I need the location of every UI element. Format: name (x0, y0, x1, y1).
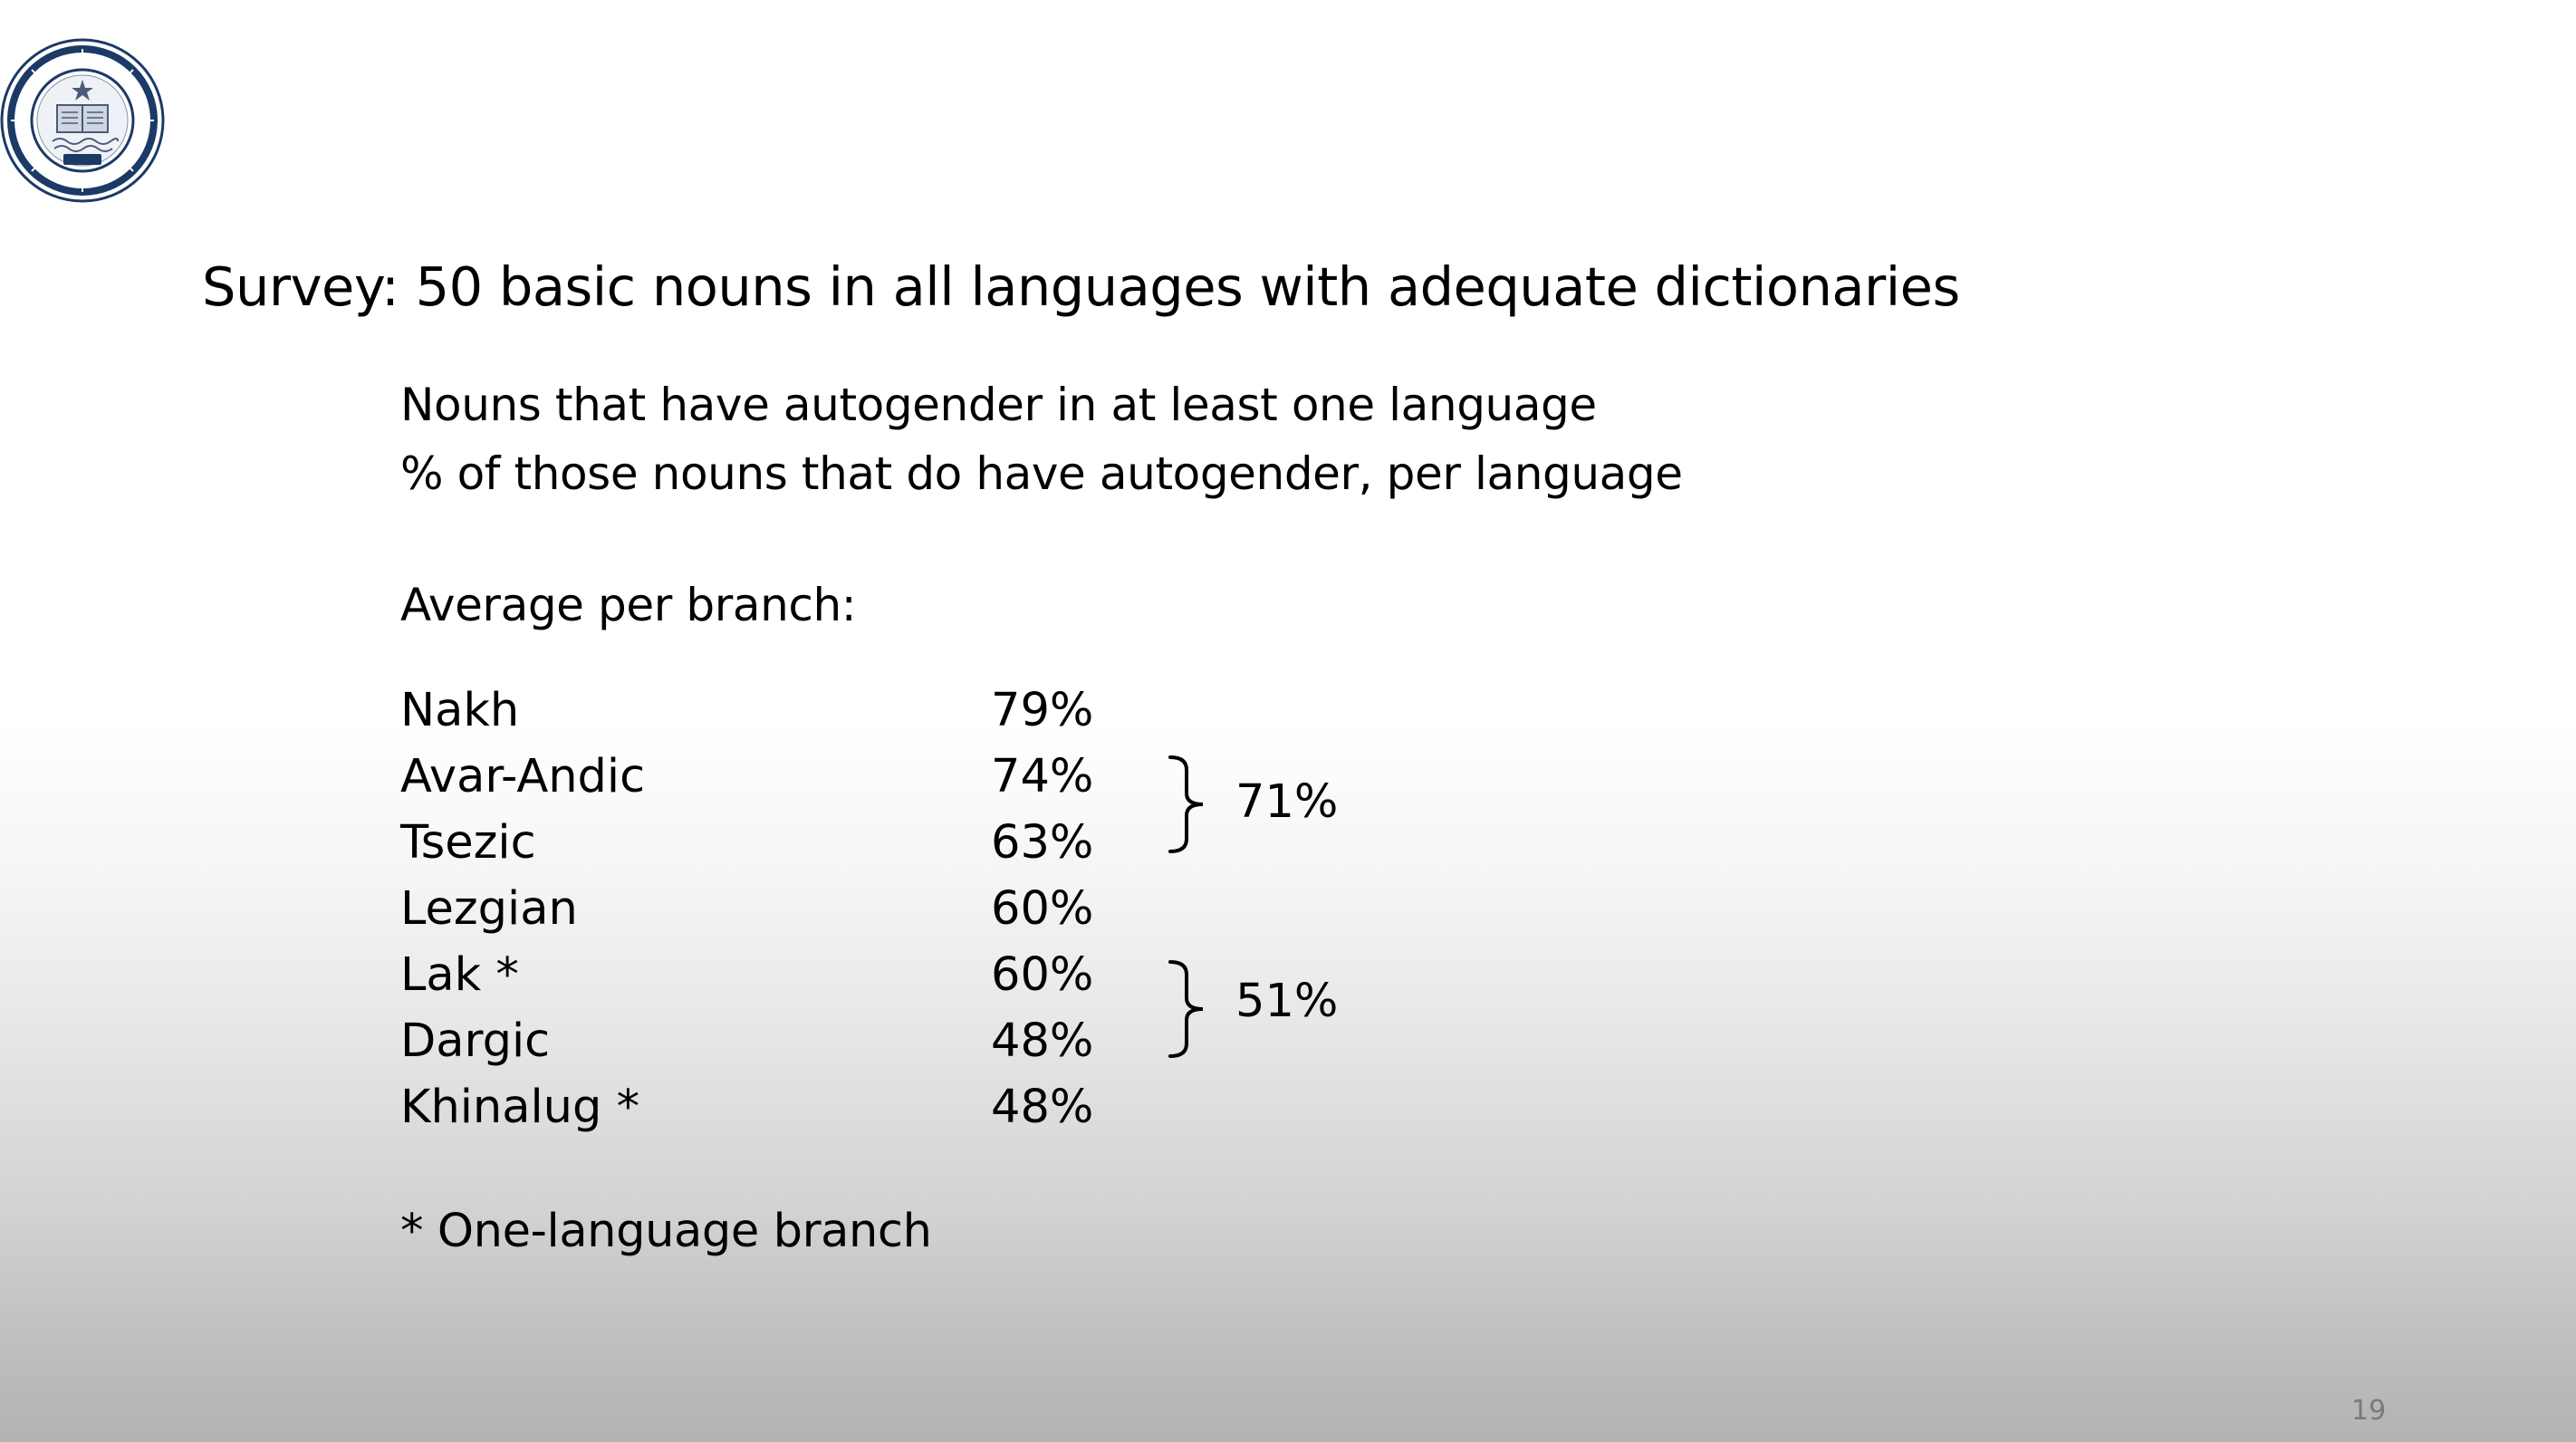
intro-line-2: % of those nouns that do have autogender… (400, 447, 1683, 500)
intro-line-1: Nouns that have autogender in at least o… (400, 379, 1597, 431)
branch-name: Nakh (400, 684, 520, 737)
branch-name: Tsezic (400, 816, 536, 870)
branch-name: Lak * (400, 948, 519, 1002)
group-brace-51 (1167, 958, 1217, 1063)
branch-percent: 60% (991, 882, 1094, 936)
university-seal-logo (0, 38, 165, 203)
group-average-71: 71% (1235, 775, 1339, 829)
branch-name: Dargic (400, 1014, 551, 1068)
branch-name: Khinalug * (400, 1081, 640, 1134)
branch-percent: 60% (991, 948, 1094, 1002)
branch-name: Lezgian (400, 882, 578, 936)
footnote: * One-language branch (400, 1205, 932, 1258)
branch-percent: 48% (991, 1081, 1094, 1134)
slide-number: 19 (2351, 1395, 2387, 1427)
group-brace-71 (1167, 754, 1217, 859)
group-average-51: 51% (1235, 975, 1339, 1028)
branch-percent: 63% (991, 816, 1094, 870)
branch-percent: 48% (991, 1014, 1094, 1068)
branch-percent: 79% (991, 684, 1094, 737)
branch-percent: 74% (991, 750, 1094, 803)
branch-name: Avar-Andic (400, 750, 646, 803)
slide-title: Survey: 50 basic nouns in all languages … (202, 255, 1960, 318)
average-heading: Average per branch: (400, 579, 857, 631)
